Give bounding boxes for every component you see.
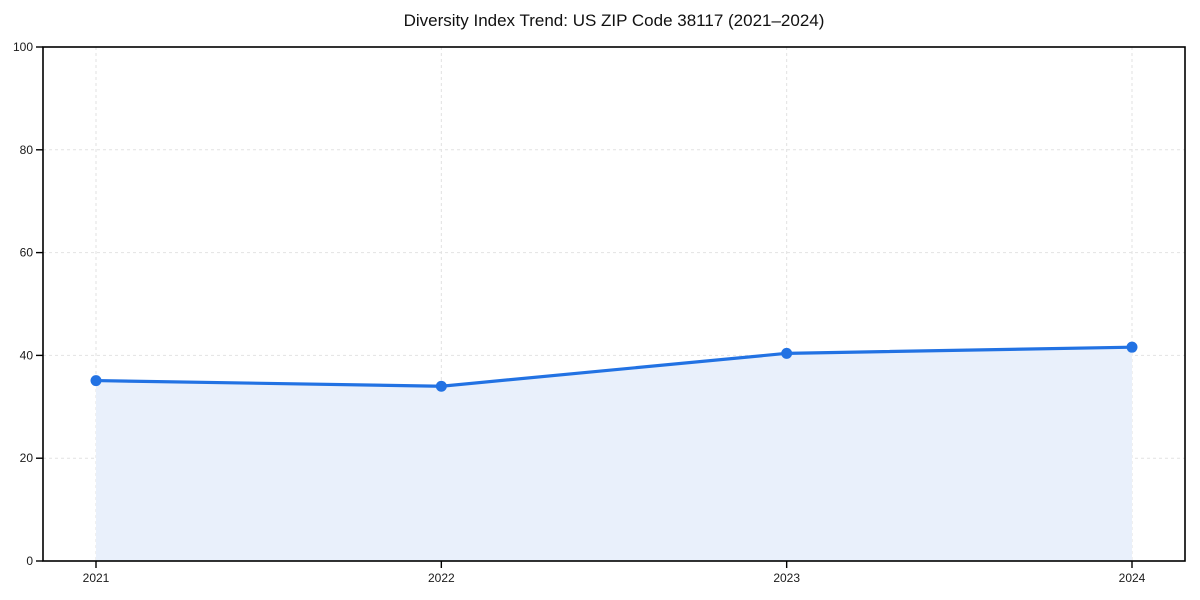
y-tick-label: 0 <box>26 554 33 568</box>
y-tick-label: 80 <box>20 143 34 157</box>
x-tick-label: 2023 <box>773 571 800 585</box>
trend-line <box>94 345 1134 388</box>
x-tick-label: 2021 <box>83 571 110 585</box>
y-tick-label: 20 <box>20 451 34 465</box>
data-point-marker <box>781 347 793 359</box>
data-point-marker <box>435 380 447 392</box>
x-tick-label: 2024 <box>1119 571 1146 585</box>
area-fill <box>96 347 1132 561</box>
y-tick-label: 60 <box>20 246 34 260</box>
y-tick-label: 40 <box>20 348 34 362</box>
data-point-marker <box>90 375 102 387</box>
y-tick-label: 100 <box>13 40 33 54</box>
data-point-marker <box>1126 341 1138 353</box>
plot-border <box>42 46 1186 562</box>
chart-title: Diversity Index Trend: US ZIP Code 38117… <box>403 11 825 30</box>
x-tick-label: 2022 <box>428 571 455 585</box>
